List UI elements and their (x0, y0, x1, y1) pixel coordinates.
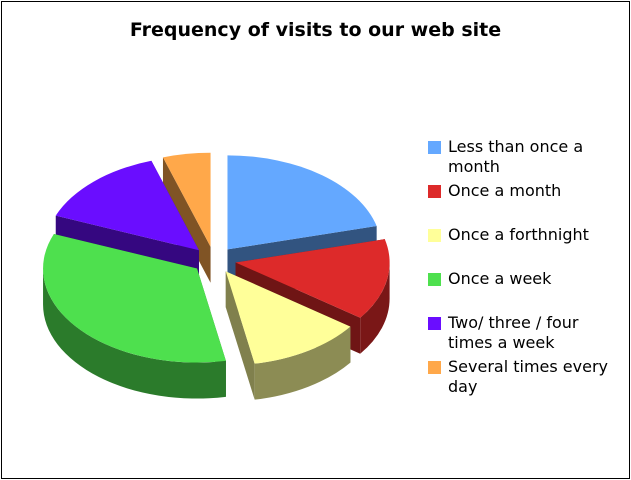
legend-label-2: Once a forthnight (448, 225, 589, 244)
pie-slice-3 (43, 233, 226, 363)
legend-swatch-5 (428, 361, 441, 374)
legend-item-1: Once a month (428, 181, 628, 225)
legend-item-5: Several times every day (428, 357, 628, 397)
legend-swatch-4 (428, 317, 441, 330)
chart-title: Frequency of visits to our web site (129, 19, 502, 41)
legend-label-1: Once a month (448, 181, 562, 200)
pie-slice-1 (235, 239, 390, 318)
legend-label-0: Less than once a month (448, 137, 584, 176)
legend-label-4: Two/ three / four times a week (448, 313, 579, 352)
legend-label-3: Once a week (448, 269, 552, 288)
legend-swatch-2 (428, 229, 441, 242)
legend-item-3: Once a week (428, 269, 628, 313)
pie-slice-0 (227, 155, 377, 250)
pie-slice-4 (55, 160, 199, 251)
pie-slice-side-1-0 (360, 262, 390, 354)
chart-legend: Less than once a month Once a month Once a… (428, 137, 628, 397)
legend-label-5: Several times every day (448, 357, 608, 396)
legend-swatch-3 (428, 273, 441, 286)
pie-slice-side-2-0 (254, 326, 351, 400)
pie-slice-side-3-0 (43, 268, 226, 399)
legend-swatch-0 (428, 141, 441, 154)
pie-slice-2 (225, 271, 351, 364)
legend-item-0: Less than once a month (428, 137, 628, 181)
legend-item-4: Two/ three / four times a week (428, 313, 628, 357)
pie-slice-wall-2-1 (225, 271, 255, 400)
legend-item-2: Once a forthnight (428, 225, 628, 269)
legend-swatch-1 (428, 185, 441, 198)
pie-slice-5 (162, 152, 211, 247)
